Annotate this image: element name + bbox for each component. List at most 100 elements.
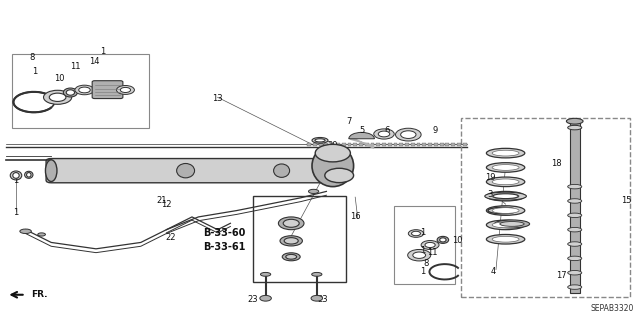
Bar [376, 143, 380, 146]
Bar [336, 143, 340, 146]
Circle shape [120, 87, 131, 93]
Bar [440, 143, 444, 146]
Ellipse shape [568, 285, 582, 289]
Circle shape [396, 128, 421, 141]
Circle shape [75, 85, 94, 95]
Bar [411, 143, 415, 146]
Bar [445, 143, 449, 146]
Wedge shape [349, 132, 374, 139]
Ellipse shape [315, 144, 351, 162]
Ellipse shape [568, 242, 582, 246]
Text: 12: 12 [161, 200, 172, 209]
Text: 23: 23 [318, 295, 328, 304]
Ellipse shape [24, 171, 33, 178]
Text: 17: 17 [556, 271, 566, 280]
Text: 13: 13 [212, 94, 223, 103]
Text: 7: 7 [346, 117, 351, 126]
Ellipse shape [568, 125, 582, 130]
Ellipse shape [284, 238, 298, 244]
Ellipse shape [13, 173, 19, 178]
Ellipse shape [285, 255, 297, 259]
Bar [12, 54, 149, 128]
Bar [371, 143, 374, 146]
FancyBboxPatch shape [92, 81, 123, 99]
Ellipse shape [26, 173, 31, 177]
Ellipse shape [492, 208, 519, 213]
Ellipse shape [280, 236, 302, 246]
Ellipse shape [440, 238, 446, 242]
Ellipse shape [486, 191, 525, 201]
Bar [434, 143, 438, 146]
Ellipse shape [38, 233, 45, 236]
Text: 1: 1 [420, 267, 425, 276]
Circle shape [425, 242, 435, 248]
Ellipse shape [485, 192, 526, 200]
Ellipse shape [492, 150, 519, 156]
Text: 8: 8 [423, 259, 428, 268]
Bar [399, 143, 403, 146]
Bar [451, 143, 455, 146]
Circle shape [374, 129, 394, 139]
Ellipse shape [493, 194, 518, 198]
Ellipse shape [274, 164, 290, 177]
Text: 6: 6 [385, 126, 390, 135]
Text: 1: 1 [420, 246, 425, 255]
Circle shape [44, 90, 72, 104]
Circle shape [421, 241, 439, 249]
Ellipse shape [492, 222, 519, 228]
Ellipse shape [486, 234, 525, 244]
Text: 1: 1 [33, 67, 38, 76]
Ellipse shape [486, 220, 525, 230]
Ellipse shape [283, 219, 300, 227]
Text: 20: 20 [328, 141, 338, 150]
Bar [405, 143, 409, 146]
Circle shape [49, 93, 66, 101]
Bar [253, 196, 346, 282]
Bar [313, 143, 317, 146]
Circle shape [408, 249, 431, 261]
Text: 2: 2 [321, 174, 326, 183]
Ellipse shape [486, 206, 525, 215]
Bar [330, 143, 334, 146]
Ellipse shape [63, 88, 77, 97]
Bar [388, 143, 392, 146]
Bar [422, 143, 426, 146]
Bar [570, 120, 580, 293]
Ellipse shape [492, 179, 519, 185]
Ellipse shape [494, 220, 530, 228]
Ellipse shape [486, 177, 525, 187]
Bar [461, 118, 630, 297]
Text: 9: 9 [433, 126, 438, 135]
Bar [394, 206, 455, 284]
Ellipse shape [568, 256, 582, 261]
Ellipse shape [282, 253, 300, 261]
Bar [307, 143, 311, 146]
Text: 16: 16 [350, 212, 360, 221]
Ellipse shape [312, 272, 322, 276]
Text: 10: 10 [452, 236, 463, 245]
Ellipse shape [308, 189, 319, 193]
Ellipse shape [486, 163, 525, 172]
Ellipse shape [67, 90, 74, 95]
Ellipse shape [325, 168, 354, 183]
Circle shape [378, 131, 390, 137]
Text: 3: 3 [487, 190, 492, 199]
Circle shape [401, 131, 416, 138]
Ellipse shape [568, 184, 582, 189]
Bar [319, 143, 323, 146]
Bar [348, 143, 351, 146]
Circle shape [116, 85, 134, 94]
Bar [463, 143, 467, 146]
Circle shape [408, 230, 424, 237]
Text: SEPAB3320: SEPAB3320 [590, 304, 634, 313]
Text: 18: 18 [552, 159, 562, 168]
Circle shape [79, 87, 90, 93]
Text: FR.: FR. [31, 290, 47, 299]
Ellipse shape [20, 229, 31, 234]
Text: 1: 1 [100, 47, 105, 56]
Text: 1: 1 [420, 228, 425, 237]
Bar [382, 143, 386, 146]
Bar [353, 143, 357, 146]
Bar [324, 143, 328, 146]
Ellipse shape [486, 148, 525, 158]
